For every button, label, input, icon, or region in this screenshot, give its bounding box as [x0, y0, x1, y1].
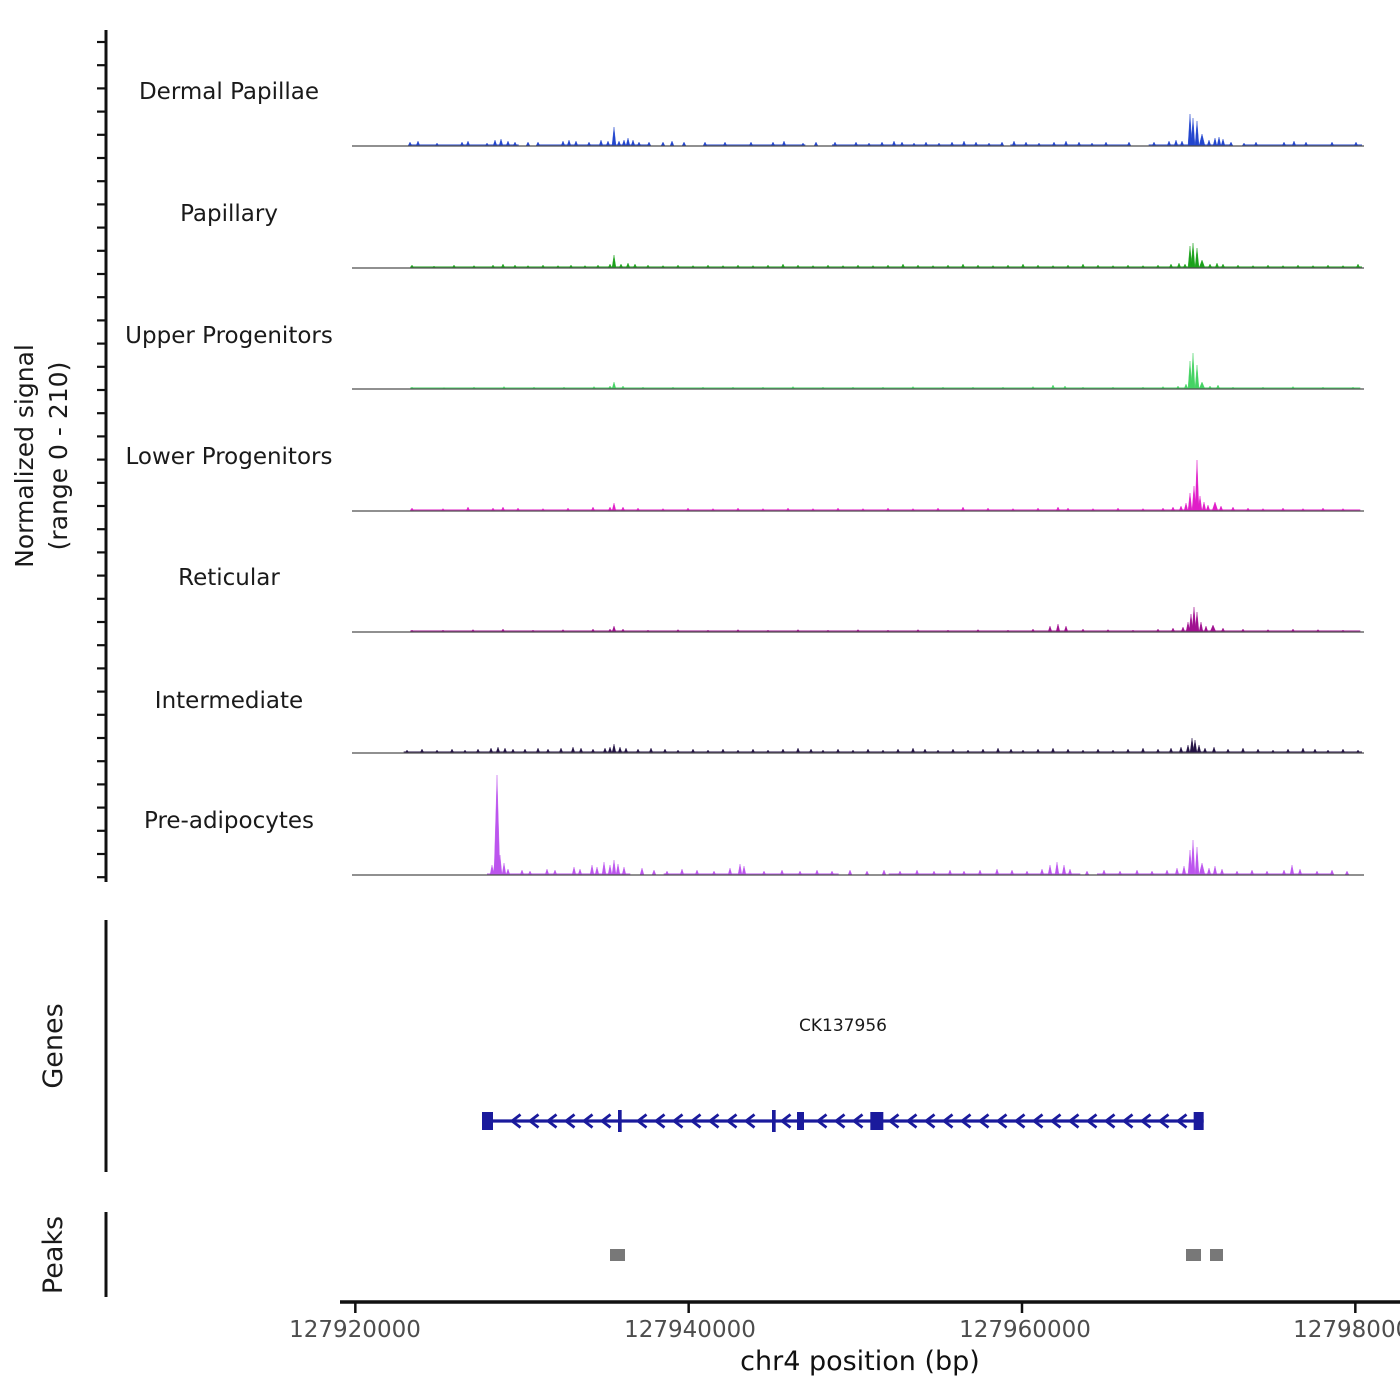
- track-label-intermediate: Intermediate: [155, 688, 303, 714]
- track-label-pre-adipocytes: Pre-adipocytes: [144, 808, 314, 834]
- peak-box-3: [1210, 1249, 1223, 1261]
- gene-strand-arrow: [671, 1113, 684, 1129]
- signal-noise-band: [1010, 144, 1131, 146]
- gene-strand-arrow: [545, 1113, 558, 1129]
- gene-strand-arrow: [1031, 1113, 1044, 1129]
- signal-noise-band: [410, 630, 1361, 632]
- signal-noise-band: [410, 266, 1362, 268]
- signal-noise-band: [538, 144, 649, 146]
- gene-strand-arrow: [1139, 1113, 1152, 1129]
- signal-path-3: [409, 352, 1356, 390]
- gene-strand-arrow: [887, 1113, 900, 1129]
- gene-strand-arrow: [1157, 1113, 1170, 1129]
- gene-strand-arrow: [995, 1113, 1008, 1129]
- gene-exon-4: [797, 1112, 804, 1130]
- signal-path-5: [409, 606, 1346, 633]
- x-tick-label-127920000: 127920000: [289, 1317, 421, 1343]
- track-label-reticular: Reticular: [178, 565, 280, 591]
- gene-strand-arrow: [905, 1113, 918, 1129]
- gene-strand-arrow: [527, 1113, 540, 1129]
- signal-noise-band: [663, 873, 839, 875]
- gene-strand-arrow: [779, 1113, 792, 1129]
- gene-strand-arrow: [1175, 1113, 1188, 1129]
- gene-strand-arrow: [509, 1113, 522, 1129]
- signal-noise-band: [703, 144, 806, 146]
- gene-exon-2: [618, 1110, 622, 1132]
- gene-strand-arrow: [833, 1113, 846, 1129]
- gene-strand-arrow: [1013, 1113, 1026, 1129]
- gene-strand-arrow: [959, 1113, 972, 1129]
- signal-path-6: [404, 737, 1361, 754]
- gene-exon-3: [772, 1110, 776, 1132]
- signal-path-7: [489, 774, 1350, 876]
- gene-strand-arrow: [1049, 1113, 1062, 1129]
- gene-strand-arrow: [563, 1113, 576, 1129]
- signal-noise-band: [832, 144, 1002, 146]
- gene-strand-arrow: [599, 1113, 612, 1129]
- gene-exon-1: [482, 1112, 493, 1130]
- peaks-section-label: Peaks: [38, 1216, 69, 1294]
- gene-exon-6: [1193, 1112, 1204, 1130]
- signal-noise-band: [410, 509, 1361, 511]
- dynamic-geometry-layer: [97, 30, 1400, 1313]
- gene-strand-arrow: [815, 1113, 828, 1129]
- label-layer: Dermal Papillae Papillary Upper Progenit…: [10, 79, 1400, 1377]
- gene-strand-arrow: [851, 1113, 864, 1129]
- y-axis-label-line1: Normalized signal: [10, 344, 39, 568]
- peak-box-1: [610, 1249, 625, 1261]
- gene-strand-arrow: [653, 1113, 666, 1129]
- gene-strand-arrow: [689, 1113, 702, 1129]
- gene-strand-arrow: [977, 1113, 990, 1129]
- gene-strand-arrow: [1085, 1113, 1098, 1129]
- signal-noise-band: [410, 387, 1361, 389]
- gene-strand-arrow: [707, 1113, 720, 1129]
- gene-strand-arrow: [1103, 1113, 1116, 1129]
- signal-path-2: [409, 242, 1361, 269]
- track-label-upper-progenitors: Upper Progenitors: [125, 323, 333, 349]
- gene-name-label: CK137956: [799, 1016, 887, 1036]
- x-tick-label-127980000: 127980000: [1293, 1317, 1400, 1343]
- signal-path-4: [409, 459, 1346, 512]
- gene-strand-arrow: [635, 1113, 648, 1129]
- track-label-dermal-papillae: Dermal Papillae: [139, 79, 319, 105]
- gene-strand-arrow: [1067, 1113, 1080, 1129]
- genes-section-label: Genes: [38, 1003, 69, 1088]
- track-label-papillary: Papillary: [180, 201, 278, 227]
- y-axis-label-line2: (range 0 - 210): [44, 362, 73, 551]
- signal-path-1: [407, 113, 1359, 147]
- track-label-lower-progenitors: Lower Progenitors: [126, 444, 333, 470]
- gene-strand-arrow: [743, 1113, 756, 1129]
- signal-noise-band: [487, 873, 631, 875]
- gene-strand-arrow: [581, 1113, 594, 1129]
- gene-exon-5: [870, 1112, 884, 1130]
- signal-noise-band: [1243, 144, 1362, 146]
- gene-strand-arrow: [941, 1113, 954, 1129]
- gene-strand-arrow: [725, 1113, 738, 1129]
- x-tick-label-127940000: 127940000: [624, 1317, 756, 1343]
- gene-strand-arrow: [923, 1113, 936, 1129]
- x-tick-label-127960000: 127960000: [959, 1317, 1091, 1343]
- x-axis-title: chr4 position (bp): [740, 1346, 980, 1377]
- gene-strand-arrow: [1121, 1113, 1134, 1129]
- peak-box-2: [1186, 1249, 1201, 1261]
- signal-noise-band: [888, 873, 1081, 875]
